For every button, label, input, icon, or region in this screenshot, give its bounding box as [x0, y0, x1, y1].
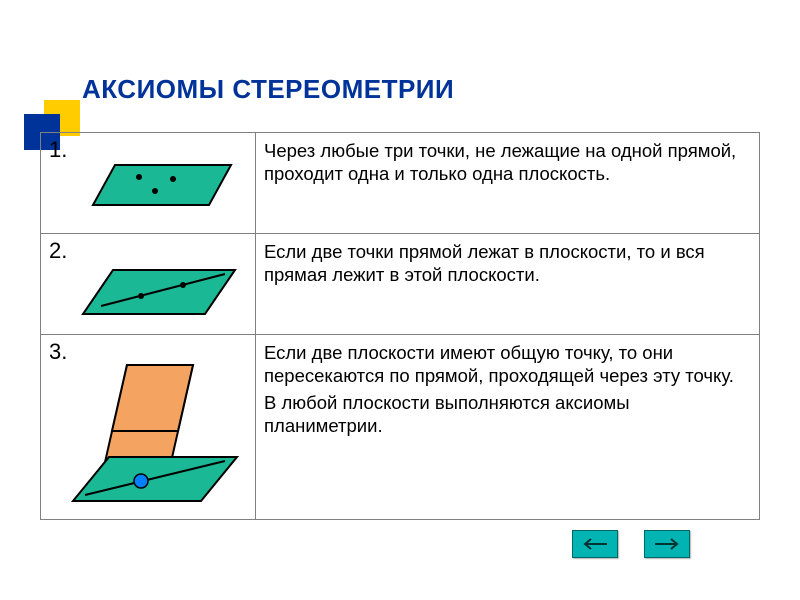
row-3-cell: 3.: [41, 335, 256, 520]
row-2-text: Если две точки прямой лежат в плоскости,…: [256, 234, 760, 335]
arrow-right-icon: [653, 537, 681, 551]
next-button[interactable]: [644, 530, 690, 558]
row-3-text2: В любой плоскости выполняются аксиомы пл…: [264, 391, 751, 437]
row-3-text1: Если две плоскости имеют общую точку, то…: [264, 341, 751, 387]
diagram-plane-line: [55, 244, 245, 330]
diagram-two-planes: [53, 343, 243, 511]
row-2-cell: 2.: [41, 234, 256, 335]
prev-button[interactable]: [572, 530, 618, 558]
diagram-plane-3points: [59, 143, 239, 229]
nav-buttons: [572, 530, 690, 558]
row-1-text: Через любые три точки, не лежащие на одн…: [256, 133, 760, 234]
page-title: АКСИОМЫ СТЕРЕОМЕТРИИ: [82, 74, 454, 105]
arrow-left-icon: [581, 537, 609, 551]
row-3-text: Если две плоскости имеют общую точку, то…: [256, 335, 760, 520]
row-1-cell: 1.: [41, 133, 256, 234]
axioms-table: 1. Через любые три точки, не лежащие на …: [40, 132, 760, 520]
